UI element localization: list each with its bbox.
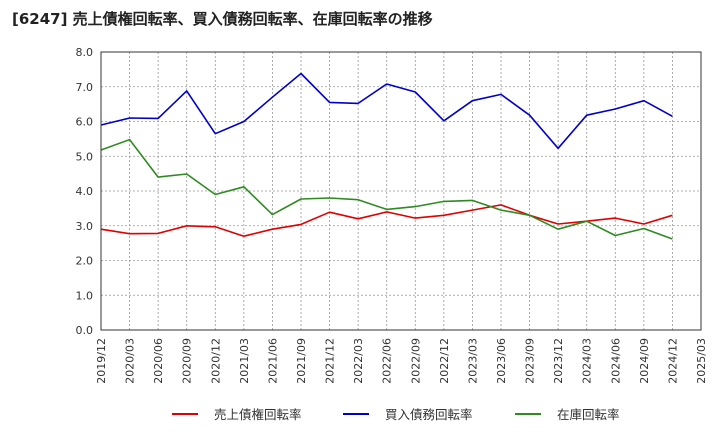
y-tick-label: 6.0 (76, 116, 94, 129)
series-line-3 (100, 138, 673, 240)
legend-label-1: 売上債権回転率 (214, 407, 302, 422)
x-tick-label: 2020/09 (181, 338, 194, 384)
x-tick-label: 2020/12 (209, 338, 222, 384)
x-tick-label: 2021/12 (324, 338, 337, 384)
y-tick-label: 0.0 (76, 324, 94, 337)
y-tick-label: 2.0 (76, 255, 94, 268)
chart-title: [6247] 売上債権回転率、買入債務回転率、在庫回転率の推移 (12, 10, 433, 28)
x-tick-label: 2019/12 (95, 338, 108, 384)
x-tick-label: 2020/06 (152, 338, 165, 384)
x-tick-label: 2024/06 (609, 338, 622, 384)
x-tick-label: 2022/12 (438, 338, 451, 384)
legend-label-3: 在庫回転率 (557, 407, 620, 422)
y-tick-label: 5.0 (76, 150, 94, 163)
x-tick-label: 2021/09 (295, 338, 308, 384)
series-line-1 (100, 204, 673, 237)
y-tick-label: 8.0 (76, 46, 94, 59)
x-tick-label: 2021/06 (266, 338, 279, 384)
x-tick-label: 2021/03 (238, 338, 251, 384)
y-tick-label: 7.0 (76, 81, 94, 94)
y-tick-label: 3.0 (76, 220, 94, 233)
x-tick-label: 2024/03 (581, 338, 594, 384)
x-tick-label: 2023/12 (552, 338, 565, 384)
x-tick-label: 2022/09 (409, 338, 422, 384)
x-tick-label: 2022/06 (381, 338, 394, 384)
legend-label-2: 買入債務回転率 (385, 407, 473, 422)
y-tick-label: 4.0 (76, 185, 94, 198)
x-tick-label: 2024/12 (666, 338, 679, 384)
x-tick-label: 2022/03 (352, 338, 365, 384)
x-tick-label: 2020/03 (124, 338, 137, 384)
plot-frame (100, 51, 702, 331)
x-tick-label: 2025/03 (695, 338, 708, 384)
x-tick-label: 2023/09 (524, 338, 537, 384)
x-tick-label: 2024/09 (638, 338, 651, 384)
x-tick-label: 2023/06 (495, 338, 508, 384)
y-tick-label: 1.0 (76, 289, 94, 302)
series-line-2 (100, 72, 673, 150)
x-tick-label: 2023/03 (466, 338, 479, 384)
